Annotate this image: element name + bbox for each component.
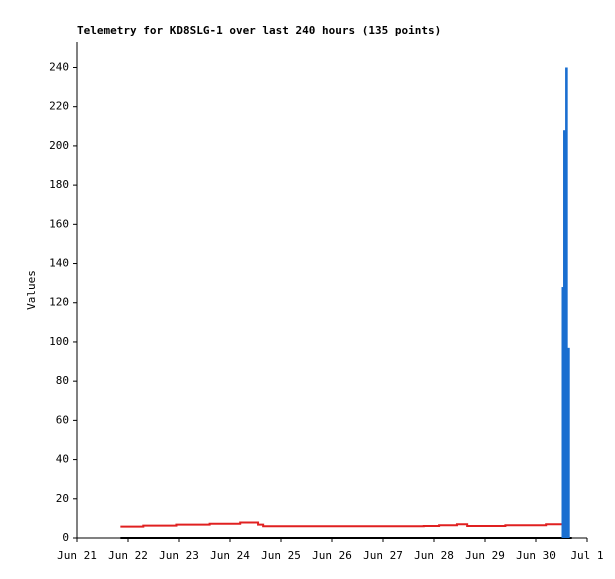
y-tick-label: 80 (56, 374, 69, 387)
line (120, 521, 570, 528)
y-tick-label: 240 (49, 60, 69, 73)
y-tick-label: 20 (56, 492, 69, 505)
y-tick-label: 180 (49, 178, 69, 191)
x-tick-label: Jun 24 (210, 549, 250, 562)
bar (565, 67, 568, 538)
y-tick-label: 60 (56, 413, 69, 426)
x-tick-label: Jul 1 (570, 549, 603, 562)
y-tick-label: 160 (49, 217, 69, 230)
x-tick-label: Jun 30 (516, 549, 556, 562)
y-tick-label: 40 (56, 453, 69, 466)
x-tick-label: Jun 23 (159, 549, 199, 562)
x-tick-label: Jun 22 (108, 549, 148, 562)
y-tick-label: 200 (49, 139, 69, 152)
y-axis-label: Values (25, 270, 38, 310)
y-tick-label: 0 (62, 531, 69, 544)
x-tick-label: Jun 25 (261, 549, 301, 562)
bar (563, 130, 566, 538)
x-tick-label: Jun 28 (414, 549, 454, 562)
y-tick-label: 220 (49, 100, 69, 113)
chart-title: Telemetry for KD8SLG-1 over last 240 hou… (77, 24, 441, 37)
y-tick-label: 120 (49, 296, 69, 309)
x-tick-label: Jun 27 (363, 549, 403, 562)
bar (561, 287, 565, 538)
x-tick-label: Jun 29 (465, 549, 505, 562)
y-tick-label: 100 (49, 335, 69, 348)
y-tick-label: 140 (49, 257, 69, 270)
bar (567, 347, 570, 538)
x-tick-label: Jun 21 (57, 549, 97, 562)
x-tick-label: Jun 26 (312, 549, 352, 562)
